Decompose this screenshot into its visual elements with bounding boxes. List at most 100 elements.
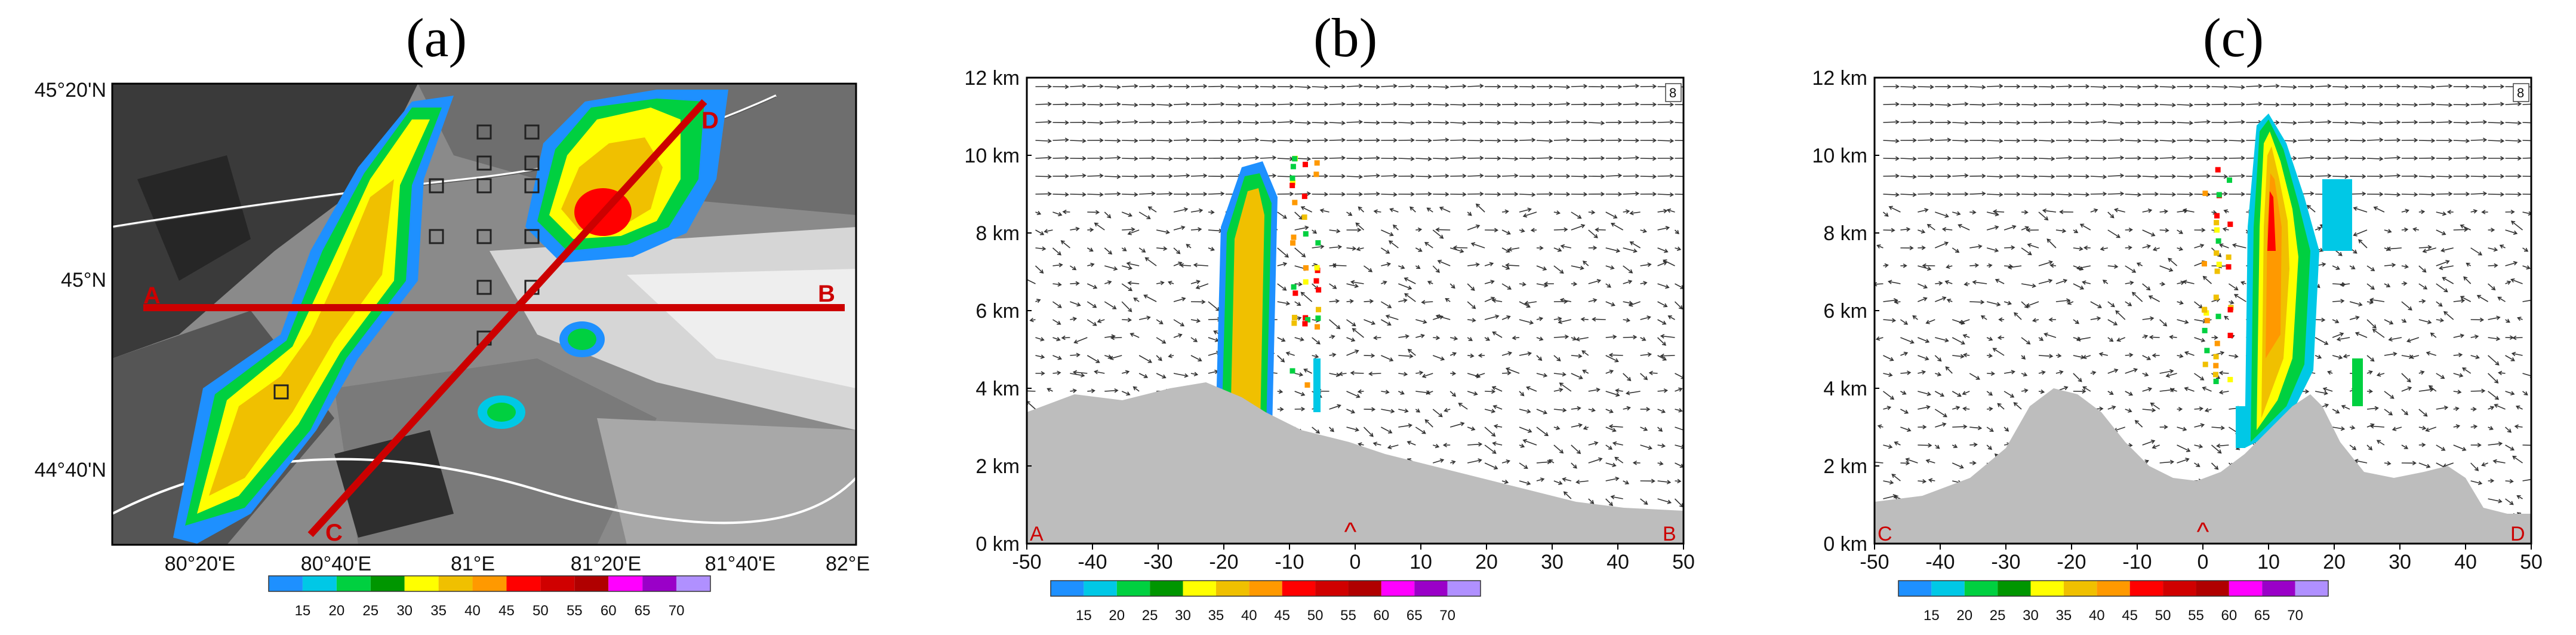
colorbar-swatch	[1249, 581, 1282, 596]
colorbar-c: 15 20 25 30 35 40 45 50 55 60 65 70	[1898, 580, 2329, 624]
x-tick-label: -40	[1078, 551, 1107, 573]
label-C: C	[325, 520, 343, 546]
panel-c-section: 8 C D ^ 12 km 10 km 8 km 6 km 4 km 2 km 0 km -…	[1812, 67, 2543, 624]
colorbar-label: 65	[635, 603, 651, 619]
colorbar-swatch	[336, 576, 371, 591]
reflectivity-column-c	[2236, 113, 2363, 448]
y-tick-label: 6 km	[975, 300, 1020, 323]
x-tick-label: -20	[1209, 551, 1238, 573]
colorbar-swatch	[1150, 581, 1183, 596]
y-tick-label: 10 km	[1812, 145, 1867, 167]
colorbar-label: 40	[2089, 608, 2105, 624]
lon-tick-labels: 80°20'E 80°40'E 81°E 81°20'E 81°40'E 82°…	[165, 553, 870, 575]
colorbar-label: 25	[1990, 608, 2006, 624]
colorbar-swatch	[2229, 581, 2263, 596]
x-tick-label: 30	[1541, 551, 1564, 573]
x-tick-label: -50	[1012, 551, 1041, 573]
ref-vector-label: 8	[1669, 85, 1676, 100]
colorbar-label: 70	[669, 603, 685, 619]
colorbar-label: 35	[430, 603, 447, 619]
panel-b-section: 8 A B ^ 12 km 10 km 8 km 6 km 4 km 2 km 0 km -…	[964, 67, 1695, 624]
ref-vector-label: 8	[2517, 85, 2524, 100]
colorbar-label: 15	[1076, 608, 1092, 624]
colorbar-swatch	[676, 576, 710, 591]
colorbar-label: 45	[2122, 608, 2138, 624]
colorbar-swatch	[574, 576, 609, 591]
y-tick-label: 6 km	[1823, 300, 1867, 323]
terrain-c	[1875, 388, 2531, 544]
colorbar-label: 45	[1274, 608, 1290, 624]
colorbar-label: 70	[2287, 608, 2303, 624]
x-tick-label: 40	[1606, 551, 1629, 573]
colorbar-label: 20	[1109, 608, 1125, 624]
colorbar-swatch	[1414, 581, 1448, 596]
colorbar-swatch	[1282, 581, 1316, 596]
x-tick-label: 50	[2520, 551, 2543, 573]
colorbar-swatch	[642, 576, 677, 591]
y-tick-label: 2 km	[975, 455, 1020, 478]
x-tick-label: -10	[2122, 551, 2152, 573]
station-markers	[273, 124, 540, 400]
colorbar-label: 30	[1175, 608, 1191, 624]
origin-marker: ^	[2197, 517, 2209, 547]
colorbar-swatch	[2196, 581, 2229, 596]
x-tick-label: -30	[1991, 551, 2020, 573]
colorbar-label: 25	[362, 603, 378, 619]
y-tick-label: 4 km	[975, 378, 1020, 400]
lon-tick: 81°40'E	[705, 553, 775, 575]
colorbar-label: 60	[2221, 608, 2237, 624]
y-tick-label: 8 km	[975, 222, 1020, 245]
colorbar-swatch	[2030, 581, 2064, 596]
panel-a-title: (a)	[406, 7, 467, 68]
colorbar-swatch	[1381, 581, 1415, 596]
colorbar-label: 30	[396, 603, 413, 619]
colorbar-swatch	[1447, 581, 1481, 596]
lat-tick: 44°40'N	[35, 459, 106, 481]
colorbar-swatch	[2262, 581, 2295, 596]
colorbar-label: 25	[1142, 608, 1158, 624]
x-tick-label: -10	[1275, 551, 1304, 573]
x-tick-label: -50	[1860, 551, 1889, 573]
colorbar-label: 60	[1373, 608, 1389, 624]
colorbar-swatch	[608, 576, 643, 591]
colorbar-swatch	[2129, 581, 2163, 596]
colorbar-swatch	[2295, 581, 2328, 596]
lon-tick: 82°E	[826, 553, 870, 575]
y-tick-label: 8 km	[1823, 222, 1867, 245]
section-start-C: C	[1878, 523, 1892, 545]
x-tick-label: 10	[1409, 551, 1432, 573]
origin-marker: ^	[1344, 517, 1357, 547]
colorbar-swatch	[506, 576, 541, 591]
y-tick-label: 2 km	[1823, 455, 1867, 478]
y-tick-label: 12 km	[1812, 67, 1867, 90]
colorbar-label: 55	[567, 603, 583, 619]
colorbar-label: 70	[1439, 608, 1455, 624]
colorbar-swatch	[1116, 581, 1150, 596]
x-tick-label: -40	[1925, 551, 1955, 573]
section-end-B: B	[1663, 523, 1676, 545]
colorbar-swatch	[404, 576, 439, 591]
y-tick-label: 10 km	[964, 145, 1020, 167]
x-tick-label: 30	[2389, 551, 2411, 573]
colorbar-swatch	[1215, 581, 1249, 596]
colorbar-swatch	[1931, 581, 1965, 596]
colorbar-a: 15 20 25 30 35 40 45 50 55 60 65 70	[268, 575, 711, 619]
y-tick-label: 4 km	[1823, 378, 1867, 400]
section-line-cd	[307, 99, 707, 538]
colorbar-swatch	[438, 576, 473, 591]
lat-tick: 45°N	[61, 269, 106, 292]
colorbar-swatch	[2097, 581, 2130, 596]
section-start-A: A	[1030, 523, 1044, 545]
lon-tick: 81°E	[451, 553, 495, 575]
colorbar-label: 30	[2023, 608, 2039, 624]
colorbar-label: 65	[1407, 608, 1423, 624]
x-tick-label: 10	[2257, 551, 2280, 573]
section-end-D: D	[2510, 523, 2525, 545]
colorbar-swatch	[2063, 581, 2097, 596]
colorbar-swatch	[1315, 581, 1349, 596]
colorbar-swatch	[1348, 581, 1381, 596]
colorbar-label: 50	[533, 603, 549, 619]
hydrometeor-dots-b	[1289, 155, 1322, 388]
x-tick-label: 40	[2454, 551, 2477, 573]
lat-tick-labels: 45°20'N 45°N 44°40'N	[35, 79, 106, 481]
